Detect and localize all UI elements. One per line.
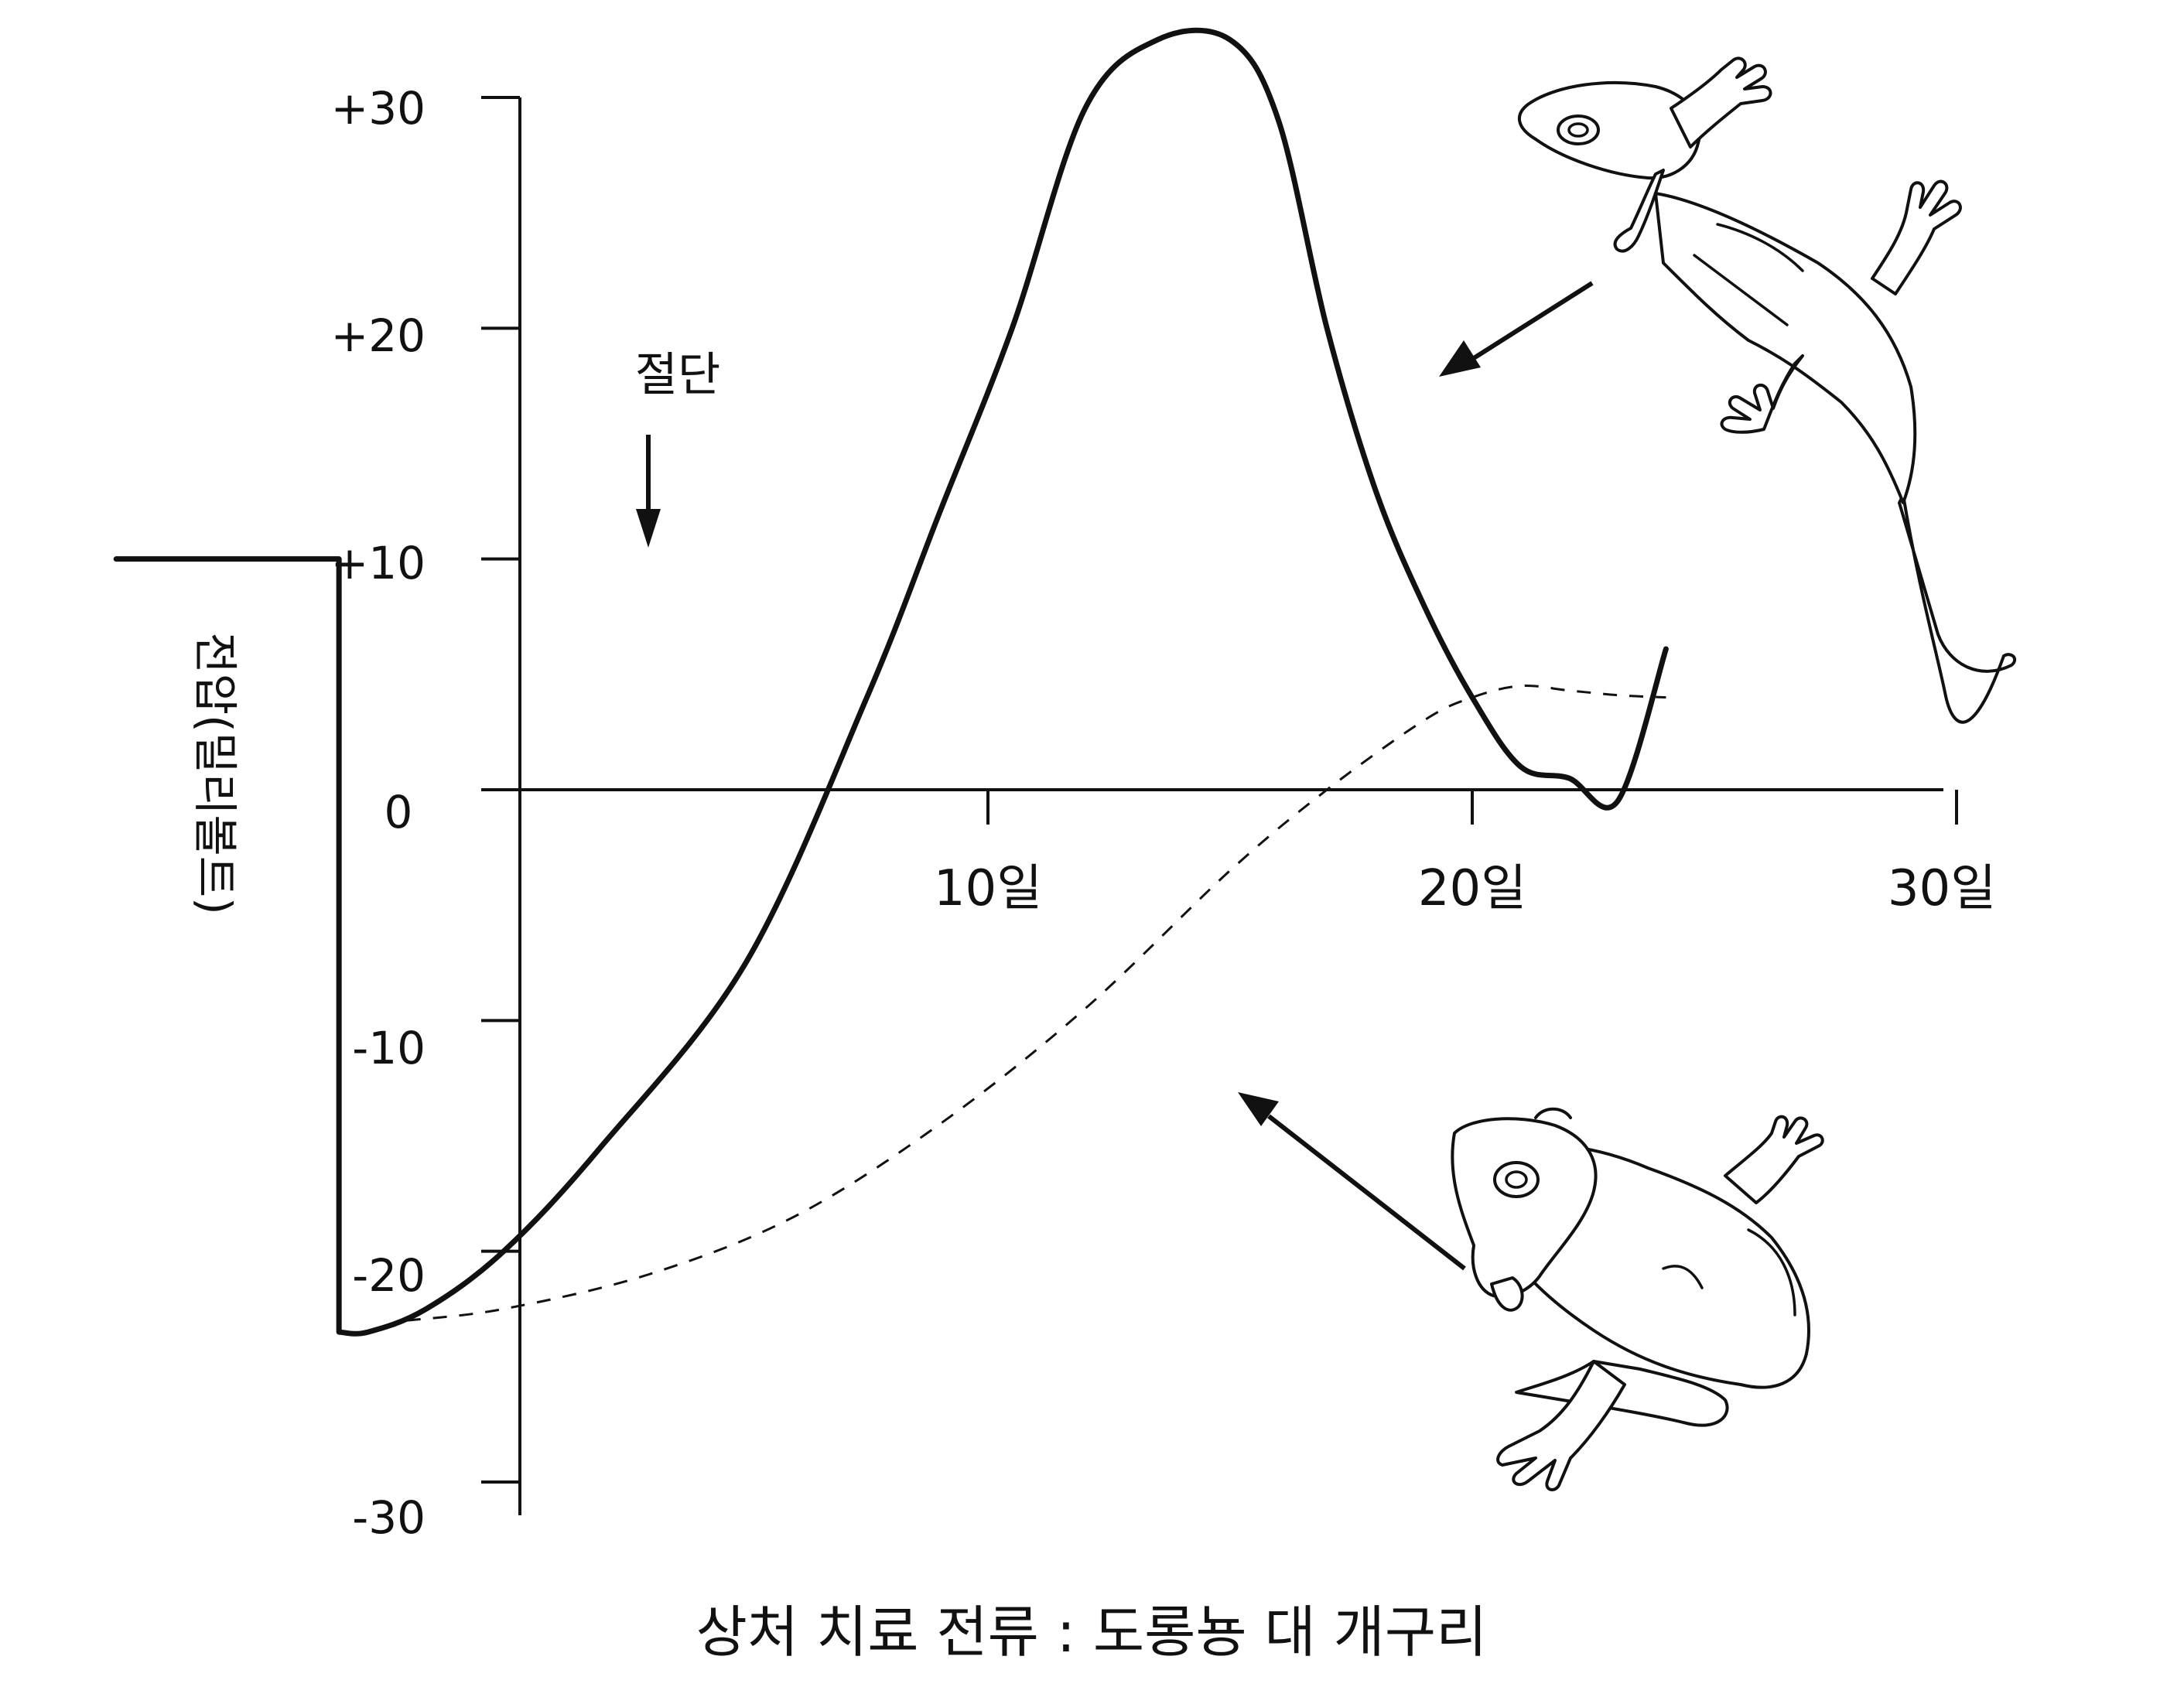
x-tick-label-10: 10일: [934, 860, 1042, 917]
salamander-arrow: [1439, 281, 1594, 377]
y-tick-label-10: +10: [331, 537, 426, 589]
frog-arrow: [1238, 1092, 1466, 1271]
series-line-frog: [406, 684, 1666, 1322]
chart-title: 상처 치료 전류 : 도롱뇽 대 개구리: [696, 1600, 1488, 1665]
y-axis-label: 전압(밀리볼트): [189, 632, 241, 914]
axes: [481, 97, 1943, 1515]
x-tick-label-20: 20일: [1418, 860, 1526, 917]
y-tick-labels: +30 +20 +10 0 -10 -20 -30: [331, 82, 426, 1544]
y-tick-label-30: +30: [331, 82, 426, 135]
salamander-icon: [1517, 56, 2017, 724]
y-ticks: [481, 96, 520, 1484]
x-ticks: [986, 790, 1958, 825]
cut-annotation-label: 절단: [635, 348, 720, 402]
y-tick-label-minus-10: -10: [352, 1022, 426, 1074]
cut-annotation: 절단: [635, 348, 720, 548]
frog-icon: [1451, 1107, 1824, 1491]
x-tick-labels: 10일 20일 30일: [934, 860, 1996, 917]
series-line-salamander: [113, 27, 1669, 1337]
y-tick-label-minus-30: -30: [352, 1491, 426, 1544]
cut-arrowhead: [636, 509, 661, 548]
y-tick-label-20: +20: [331, 309, 426, 362]
y-tick-label-0: 0: [385, 786, 413, 838]
y-tick-label-minus-20: -20: [352, 1249, 426, 1302]
x-tick-label-30: 30일: [1888, 860, 1996, 917]
